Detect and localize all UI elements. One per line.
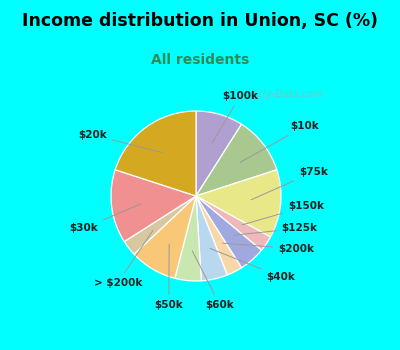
Wedge shape [196,196,262,268]
Text: $200k: $200k [223,243,314,254]
Text: $60k: $60k [192,251,234,310]
Text: All residents: All residents [151,52,249,66]
Wedge shape [196,124,277,196]
Text: $20k: $20k [78,130,162,153]
Text: $125k: $125k [234,223,318,235]
Wedge shape [134,196,196,278]
Wedge shape [196,111,242,196]
Wedge shape [196,196,242,275]
Text: $75k: $75k [251,167,328,200]
Wedge shape [115,111,196,196]
Text: $50k: $50k [154,244,183,310]
Text: City-Data.com: City-Data.com [254,89,323,99]
Text: > $200k: > $200k [94,231,153,288]
Wedge shape [124,196,196,254]
Text: $30k: $30k [70,204,141,233]
Wedge shape [111,170,196,242]
Text: $150k: $150k [242,201,324,225]
Wedge shape [196,196,227,281]
Text: $40k: $40k [210,248,296,282]
Wedge shape [175,196,201,281]
Wedge shape [196,196,270,250]
Text: Income distribution in Union, SC (%): Income distribution in Union, SC (%) [22,12,378,30]
Text: $100k: $100k [212,91,258,143]
Wedge shape [196,170,281,237]
Text: $10k: $10k [240,121,319,162]
